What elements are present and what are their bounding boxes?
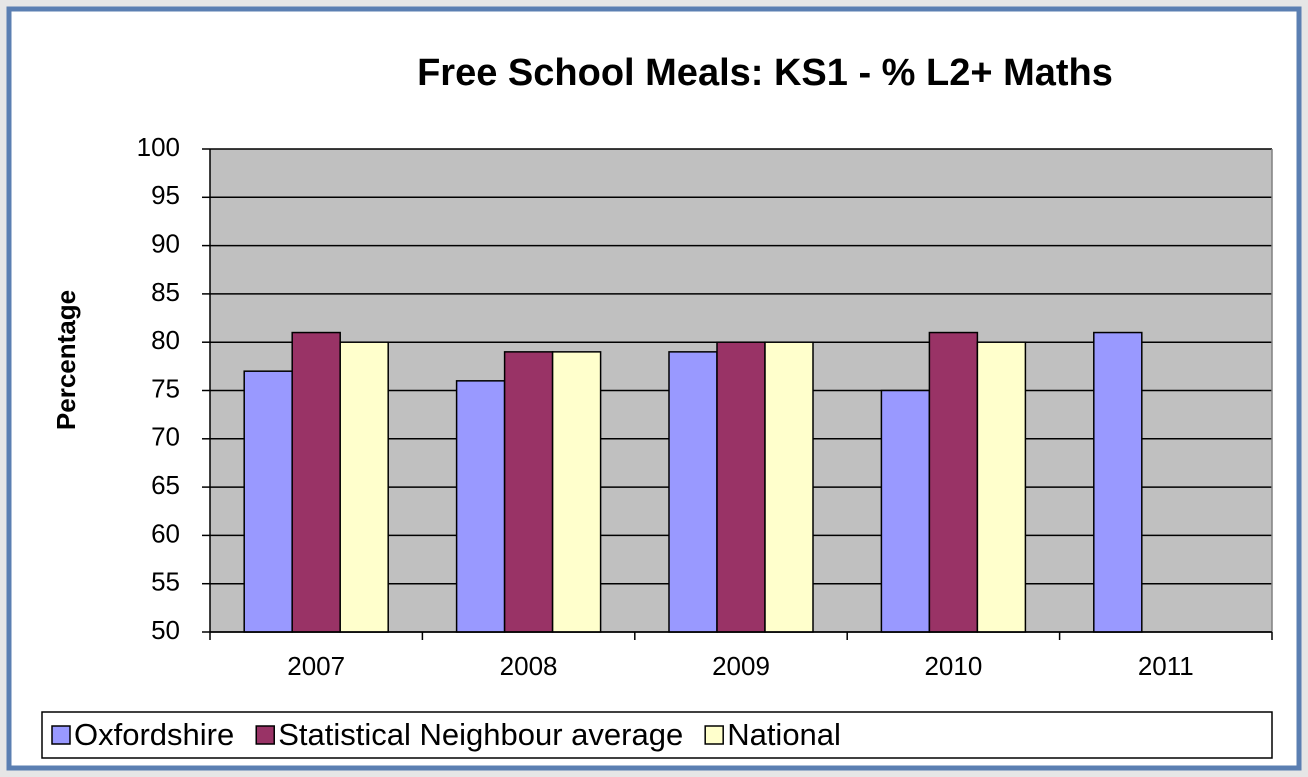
legend-label: National: [727, 717, 841, 752]
y-axis-label: Percentage: [51, 290, 81, 430]
y-tick-label: 95: [151, 180, 180, 210]
bar: [928, 331, 979, 633]
x-tick-label: 2009: [712, 651, 770, 681]
bar: [976, 341, 1027, 633]
y-tick-label: 85: [151, 277, 180, 307]
legend: [41, 711, 1273, 759]
bar: [243, 370, 293, 633]
y-tick-label: 70: [151, 422, 180, 452]
bar: [503, 351, 554, 633]
bar: [716, 341, 766, 633]
bar: [1093, 331, 1143, 633]
chart-title: Free School Meals: KS1 - % L2+ Maths: [417, 52, 1113, 94]
bar: [880, 389, 931, 633]
y-tick-label: 55: [151, 567, 180, 597]
y-tick-label: 80: [151, 325, 180, 355]
legend-label: Oxfordshire: [74, 717, 234, 752]
y-tick-label: 50: [151, 615, 180, 645]
y-tick-label: 60: [151, 518, 180, 548]
x-tick-label: 2008: [500, 651, 558, 681]
y-tick-label: 100: [137, 132, 180, 162]
chart-title-text: Free School Meals: KS1 - % L2+ Maths: [417, 52, 1113, 94]
legend-swatch: [51, 725, 71, 745]
bar: [455, 380, 506, 633]
x-tick-label: 2011: [1138, 651, 1194, 681]
bar: [291, 331, 341, 633]
y-tick-label: 75: [151, 373, 180, 403]
y-tick-label: 65: [151, 470, 180, 500]
legend-swatch: [255, 725, 275, 745]
bar: [339, 341, 389, 633]
legend-label: Statistical Neighbour average: [278, 717, 683, 752]
bar: [551, 351, 602, 633]
legend-swatch: [704, 725, 724, 745]
bar: [764, 341, 814, 633]
bar: [668, 351, 718, 633]
x-tick-label: 2010: [924, 651, 982, 681]
x-tick-label: 2007: [287, 651, 345, 681]
y-tick-label: 90: [151, 228, 180, 258]
